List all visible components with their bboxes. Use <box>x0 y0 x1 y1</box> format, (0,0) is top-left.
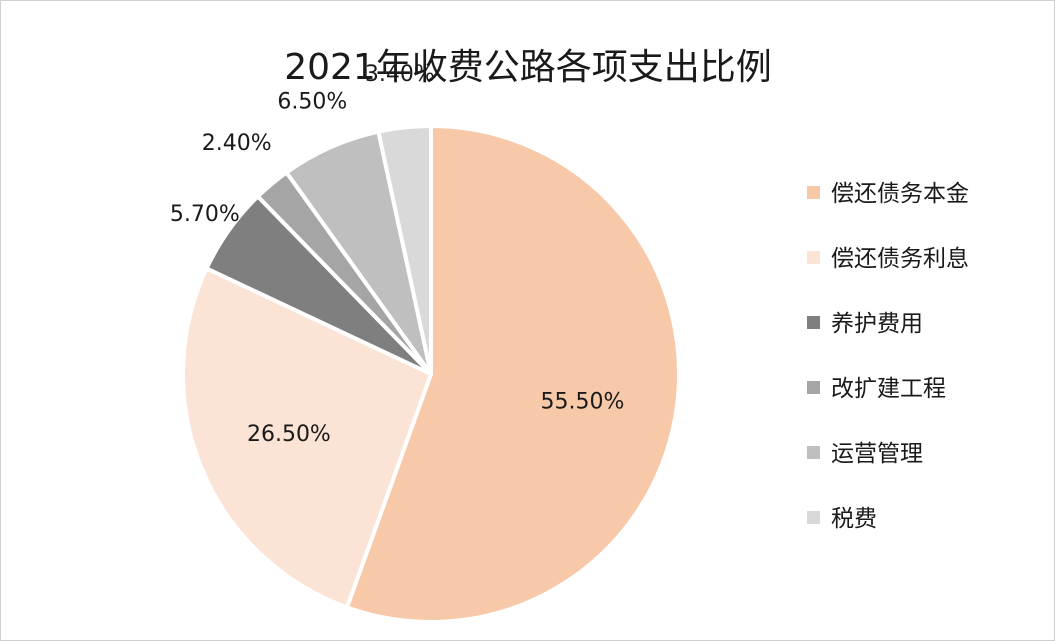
pie-slices <box>181 124 681 624</box>
data-label: 2.40% <box>202 131 272 156</box>
legend-swatch <box>807 251 820 264</box>
data-labels: 55.50% 26.50% 5.70% 2.40%6.50% 3.40% <box>170 62 625 447</box>
legend-label: 偿还债务利息 <box>831 246 969 272</box>
chart-title: 2021年收费公路各项支出比例 <box>284 47 772 88</box>
data-label: 26.50% <box>247 422 331 447</box>
data-label: 5.70% <box>170 202 240 227</box>
legend-label: 税费 <box>831 506 877 532</box>
data-label: 3.40% <box>365 62 435 87</box>
legend-swatch <box>807 381 820 394</box>
legend-swatch <box>807 316 820 329</box>
legend-label: 偿还债务本金 <box>831 181 969 207</box>
legend-label: 改扩建工程 <box>831 376 946 402</box>
data-label: 6.50% <box>277 90 347 115</box>
pie-slice <box>344 124 681 624</box>
pie-slice <box>181 266 433 610</box>
legend-swatch <box>807 511 820 524</box>
legend-label: 养护费用 <box>831 311 923 337</box>
legend-label: 运营管理 <box>831 441 923 467</box>
pie-slice <box>376 124 433 376</box>
legend-swatch <box>807 446 820 459</box>
legend-swatch <box>807 186 820 199</box>
data-label: 55.50% <box>541 389 625 414</box>
